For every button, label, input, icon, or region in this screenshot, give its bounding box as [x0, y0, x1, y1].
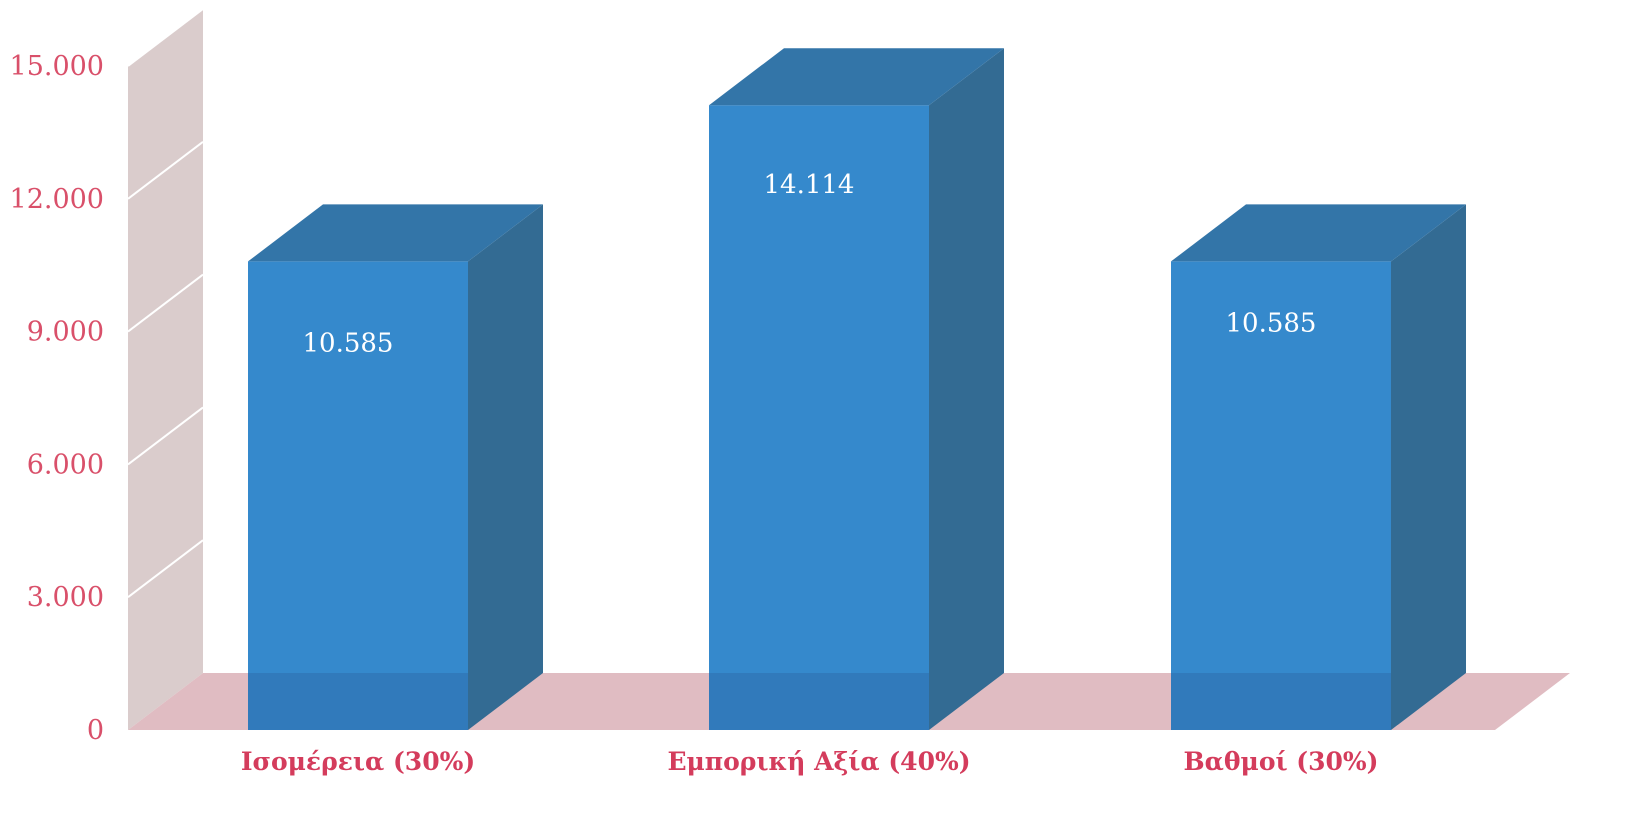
grid-line: [127, 539, 204, 598]
y-tick-label: 9.000: [27, 317, 104, 348]
x-category-label: Βαθμοί (30%): [1183, 747, 1378, 776]
x-axis-category-labels: Ισομέρεια (30%) Εμπορική Αξία (40%) Βαθμοί…: [241, 747, 1379, 776]
data-label: 14.114: [764, 170, 855, 200]
grid-line: [127, 273, 204, 333]
bar-front: [1171, 261, 1391, 730]
y-tick-label: 15.000: [10, 51, 104, 82]
bar-front: [248, 261, 468, 730]
bar-floor-overlay: [1171, 673, 1391, 730]
data-label: 10.585: [1226, 308, 1317, 338]
y-tick-label: 3.000: [27, 582, 104, 613]
y-tick-label: 0: [87, 715, 104, 746]
bar: [248, 204, 543, 731]
y-axis-tick-labels: 0 3.000 6.000 9.000 12.000 15.000: [10, 51, 104, 746]
data-label: 10.585: [303, 328, 394, 358]
bar-side: [1391, 204, 1466, 731]
bar: [1171, 204, 1466, 731]
bar-side: [468, 204, 543, 731]
bars: [248, 48, 1466, 731]
bar-front: [709, 105, 929, 730]
grid-line: [127, 8, 204, 67]
bar-side: [929, 48, 1004, 730]
bar-top: [709, 48, 1004, 106]
chart-back-wall: [128, 9, 203, 730]
bar-floor-overlay: [709, 673, 929, 730]
y-tick-label: 12.000: [10, 184, 104, 215]
grid-line: [127, 406, 204, 466]
x-category-label: Εμπορική Αξία (40%): [667, 747, 970, 776]
bar: [709, 48, 1004, 730]
side-wall: [128, 9, 203, 730]
x-category-label: Ισομέρεια (30%): [241, 747, 475, 776]
grid-line: [127, 141, 204, 200]
bar-top: [248, 204, 543, 262]
grid-lines: [127, 8, 204, 598]
bar-floor-overlay: [248, 673, 468, 730]
bar-top: [1171, 204, 1466, 262]
y-tick-label: 6.000: [27, 449, 104, 480]
data-labels: 10.585 14.114 10.585: [303, 170, 1317, 358]
